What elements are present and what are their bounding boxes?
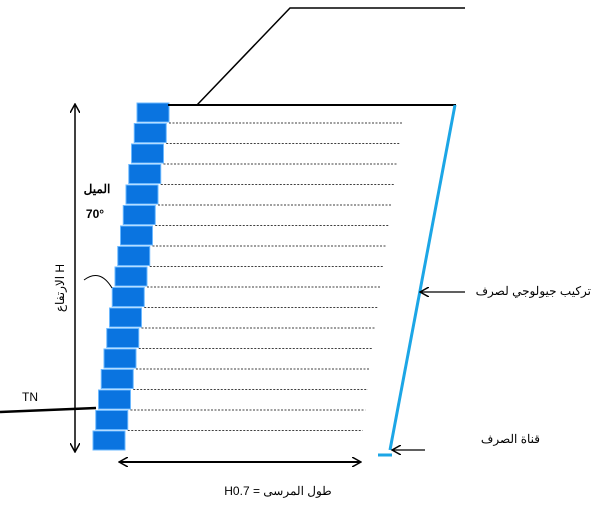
embankment-slope <box>196 7 465 106</box>
drain-layer-label: تركيب جيولوجي لصرف <box>476 284 591 298</box>
facing-block <box>120 225 153 246</box>
angle-label: 70° <box>86 207 104 221</box>
facing-block <box>95 410 129 430</box>
angle-arc <box>83 275 113 289</box>
drain-layer-line <box>388 104 457 451</box>
facing-block <box>100 369 134 389</box>
slope-label: الميل <box>84 182 111 196</box>
facing-block <box>117 246 151 266</box>
height-label: H الارتفاع <box>53 264 67 312</box>
reinforcement-layers <box>127 122 402 431</box>
facing-block <box>92 430 126 451</box>
facing-blocks <box>92 102 170 451</box>
facing-block <box>122 205 156 225</box>
ground-label: TN <box>22 390 38 404</box>
facing-block <box>98 389 131 410</box>
facing-block <box>106 328 140 348</box>
anchor-length-label: طول المرسى = H0.7 <box>224 484 331 498</box>
facing-block <box>109 307 142 328</box>
facing-block <box>111 287 145 307</box>
drain-channel-label: قناة الصرف <box>481 432 540 446</box>
facing-block <box>114 266 148 287</box>
facing-block <box>103 348 137 369</box>
ground-line <box>0 406 97 414</box>
facing-block <box>133 123 167 143</box>
facing-block <box>128 164 162 184</box>
facing-block <box>125 184 159 205</box>
facing-block <box>131 143 164 164</box>
facing-block <box>136 102 170 123</box>
